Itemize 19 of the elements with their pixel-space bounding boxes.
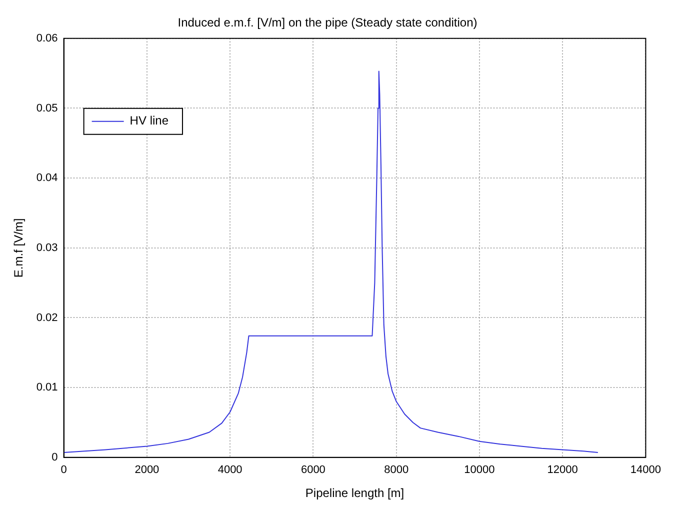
y-tick-label: 0.06 — [36, 32, 58, 44]
x-tick-label: 6000 — [300, 464, 326, 476]
x-tick-label: 14000 — [630, 464, 662, 476]
x-tick-label: 2000 — [134, 464, 160, 476]
x-tick-label: 4000 — [218, 464, 242, 476]
x-tick-label: 8000 — [384, 464, 409, 476]
y-tick-label: 0.01 — [36, 382, 58, 394]
x-tick-label: 12000 — [547, 464, 578, 476]
legend-label: HV line — [130, 114, 169, 128]
x-tick-label: 0 — [60, 464, 67, 476]
y-tick-label: 0 — [52, 451, 58, 464]
y-tick-label: 0.02 — [36, 312, 58, 324]
y-tick-label: 0.03 — [36, 242, 58, 254]
chart-title: Induced e.m.f. [V/m] on the pipe (Steady state condition) — [178, 16, 478, 30]
y-tick-label: 0.05 — [36, 102, 58, 114]
y-tick-label: 0.04 — [36, 172, 58, 184]
x-axis-title: Pipeline length [m] — [305, 486, 404, 500]
x-tick-label: 10000 — [464, 464, 495, 476]
y-axis-title: E.m.f [V/m] — [12, 218, 26, 278]
